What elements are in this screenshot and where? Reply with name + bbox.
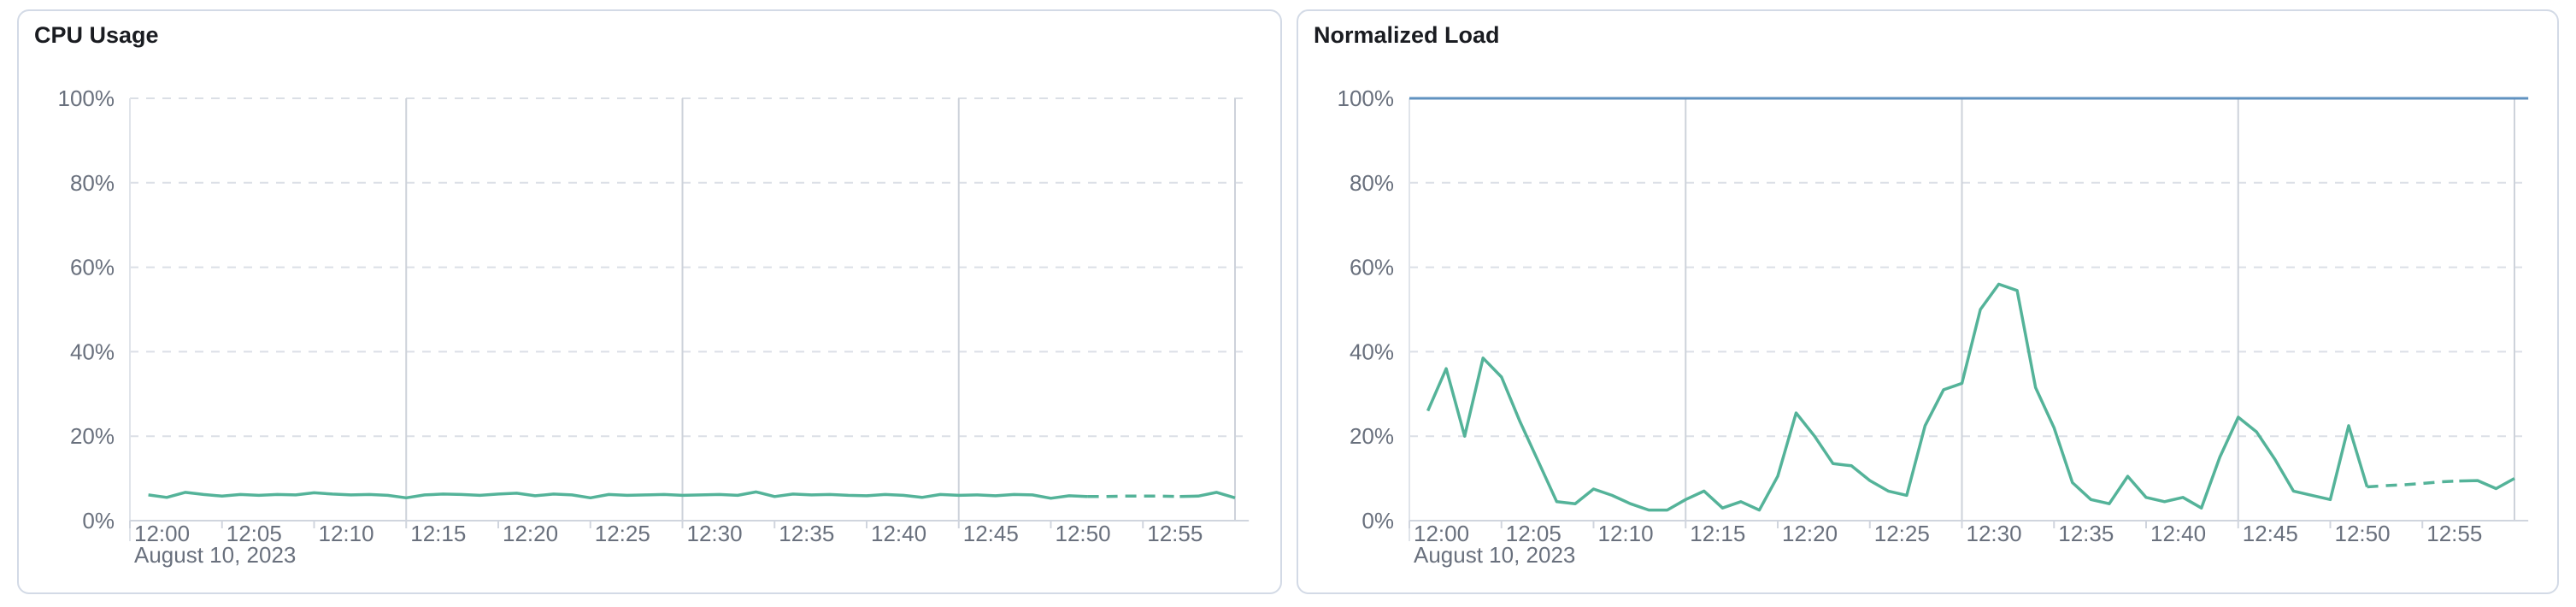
x-axis-label: 12:55 — [2426, 521, 2482, 546]
x-axis-label: 12:55 — [1147, 521, 1203, 546]
x-axis-label: 12:50 — [1056, 521, 1111, 546]
y-axis-label: 100% — [58, 85, 115, 111]
x-axis-label: 12:05 — [226, 521, 282, 546]
x-axis-label: 12:00 — [134, 521, 190, 546]
x-axis-label: 12:25 — [1874, 521, 1930, 546]
x-axis-label: 12:50 — [2335, 521, 2391, 546]
cpu-usage-line — [1179, 491, 1236, 499]
y-axis-label: 80% — [1350, 170, 1394, 196]
x-axis-label: 12:45 — [2243, 521, 2298, 546]
date-label: August 10, 2023 — [134, 542, 296, 568]
x-axis-label: 12:30 — [687, 521, 743, 546]
x-axis-label: 12:35 — [2058, 521, 2114, 546]
cpu-usage-line-projected — [1087, 494, 1180, 498]
y-axis-label: 0% — [82, 508, 115, 533]
y-axis-label: 60% — [1350, 255, 1394, 280]
x-axis-label: 12:30 — [1967, 521, 2022, 546]
cpu-usage-panel: CPU Usage 12:00 12:05 12:10 12:15 12:20 12:25… — [17, 9, 1282, 594]
cpu-usage-line — [148, 490, 1088, 500]
y-axis-label: 20% — [70, 423, 115, 449]
normalized-load-chart[interactable]: 12:00 12:05 12:10 12:15 12:20 12:25 12:30 12:35… — [1298, 11, 2557, 592]
x-axis-label: 12:05 — [1506, 521, 1561, 546]
y-axis-label: 40% — [70, 339, 115, 364]
normalized-load-line-projected — [2367, 479, 2460, 489]
normalized-load-line — [1426, 282, 2369, 512]
y-axis-label: 20% — [1350, 423, 1394, 449]
normalized-load-title: Normalized Load — [1314, 22, 1500, 48]
x-axis-label: 12:20 — [503, 521, 558, 546]
x-axis-label: 12:35 — [779, 521, 834, 546]
y-axis-label: 60% — [70, 255, 115, 280]
x-axis-label: 12:10 — [1598, 521, 1654, 546]
x-axis-label: 12:00 — [1414, 521, 1469, 546]
normalized-load-panel: Normalized Load 12:00 12:05 12:10 12:15 12:2… — [1297, 9, 2559, 594]
y-axis-label: 100% — [1338, 85, 1395, 111]
normalized-load-line — [2459, 477, 2515, 491]
date-label: August 10, 2023 — [1414, 542, 1575, 568]
x-axis-label: 12:10 — [319, 521, 374, 546]
cpu-usage-title: CPU Usage — [34, 22, 159, 48]
x-axis-label: 12:25 — [595, 521, 650, 546]
y-axis-label: 80% — [70, 170, 115, 196]
x-axis-label: 12:20 — [1782, 521, 1838, 546]
x-axis-label: 12:15 — [1690, 521, 1745, 546]
y-axis-label: 40% — [1350, 339, 1394, 364]
x-axis-label: 12:45 — [963, 521, 1019, 546]
cpu-usage-chart[interactable]: 12:00 12:05 12:10 12:15 12:20 12:25 12:30 12:35… — [19, 11, 1280, 592]
x-axis-label: 12:40 — [871, 521, 926, 546]
x-axis-label: 12:40 — [2150, 521, 2206, 546]
y-axis-label: 0% — [1362, 508, 1394, 533]
x-axis-label: 12:15 — [410, 521, 466, 546]
